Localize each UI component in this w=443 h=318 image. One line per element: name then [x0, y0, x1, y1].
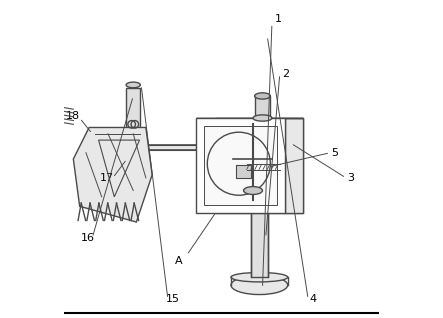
Bar: [251, 197, 268, 277]
Circle shape: [128, 203, 132, 207]
Polygon shape: [284, 118, 303, 213]
Bar: [204, 126, 277, 205]
Text: 18: 18: [66, 111, 81, 121]
Ellipse shape: [253, 115, 272, 121]
Bar: [255, 96, 270, 118]
Ellipse shape: [244, 187, 263, 195]
Bar: [215, 118, 303, 213]
Text: 5: 5: [331, 148, 338, 158]
Ellipse shape: [255, 93, 270, 99]
Text: 1: 1: [275, 14, 282, 24]
Polygon shape: [74, 128, 152, 222]
Ellipse shape: [126, 139, 140, 145]
Bar: [236, 165, 252, 178]
Ellipse shape: [231, 276, 288, 294]
Text: 17: 17: [99, 173, 113, 183]
Text: 15: 15: [166, 294, 180, 304]
Text: 16: 16: [81, 233, 94, 243]
Bar: [128, 174, 139, 180]
Text: 2: 2: [283, 69, 290, 79]
Text: 4: 4: [309, 294, 316, 304]
Text: A: A: [175, 256, 183, 266]
Circle shape: [93, 195, 97, 199]
Ellipse shape: [126, 82, 140, 88]
Bar: [126, 88, 140, 145]
Circle shape: [116, 204, 119, 208]
Circle shape: [90, 185, 94, 189]
Circle shape: [103, 201, 107, 205]
Bar: [127, 145, 196, 150]
Text: 3: 3: [347, 173, 354, 183]
Ellipse shape: [231, 273, 288, 282]
Bar: [196, 118, 284, 213]
